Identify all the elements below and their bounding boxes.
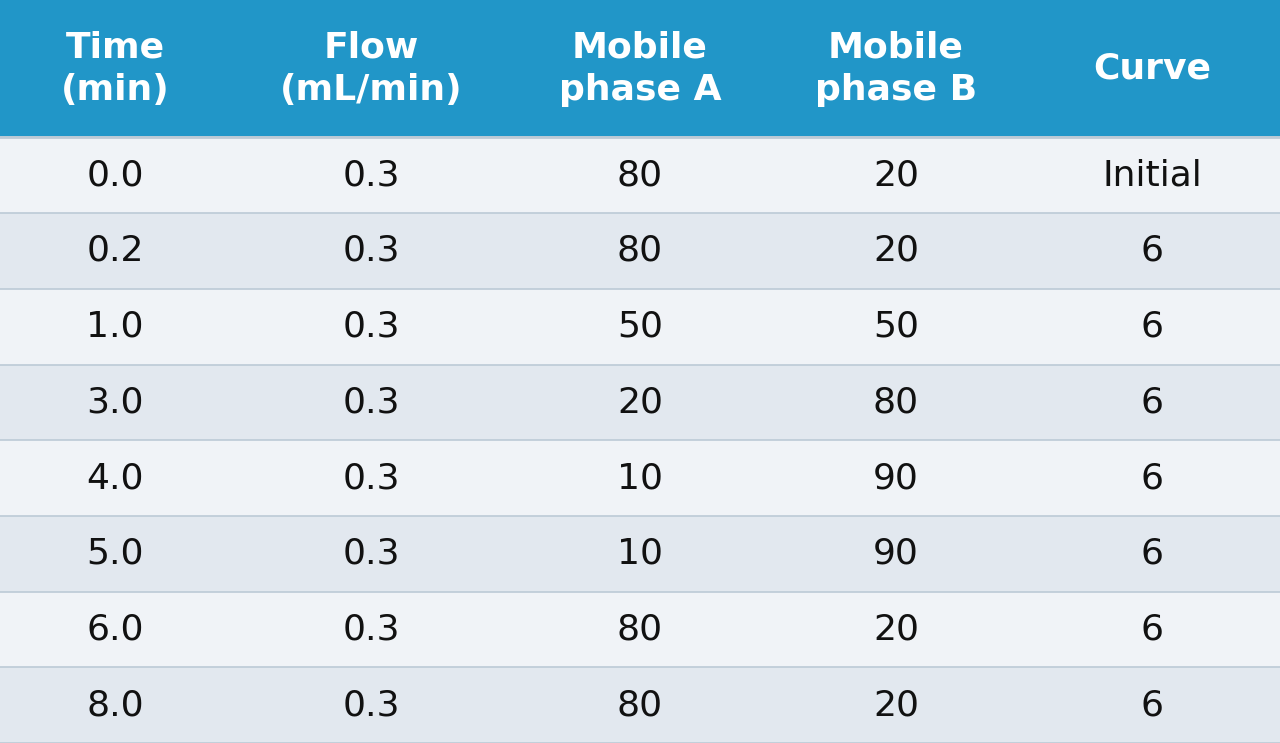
Text: 0.3: 0.3 xyxy=(343,461,399,495)
Bar xyxy=(230,516,512,591)
Text: 8.0: 8.0 xyxy=(86,688,145,722)
Text: Initial: Initial xyxy=(1102,158,1202,192)
Bar xyxy=(1024,137,1280,213)
Text: 90: 90 xyxy=(873,536,919,571)
Text: Time
(min): Time (min) xyxy=(61,30,169,107)
Bar xyxy=(512,667,768,743)
Text: 20: 20 xyxy=(873,158,919,192)
Bar xyxy=(512,289,768,365)
Text: Mobile
phase A: Mobile phase A xyxy=(558,30,722,107)
Bar xyxy=(512,516,768,591)
Text: 10: 10 xyxy=(617,536,663,571)
Bar xyxy=(230,0,512,137)
Text: 4.0: 4.0 xyxy=(87,461,143,495)
Text: 80: 80 xyxy=(617,158,663,192)
Bar xyxy=(230,365,512,440)
Bar xyxy=(512,365,768,440)
Text: 6: 6 xyxy=(1140,688,1164,722)
Text: 1.0: 1.0 xyxy=(87,310,143,344)
Bar xyxy=(768,213,1024,289)
Bar xyxy=(1024,667,1280,743)
Text: 0.3: 0.3 xyxy=(343,158,399,192)
Text: 6: 6 xyxy=(1140,310,1164,344)
Bar xyxy=(230,213,512,289)
Bar xyxy=(0,289,230,365)
Bar xyxy=(1024,0,1280,137)
Bar xyxy=(768,667,1024,743)
Bar xyxy=(230,667,512,743)
Text: 5.0: 5.0 xyxy=(87,536,143,571)
Bar xyxy=(0,516,230,591)
Bar xyxy=(230,591,512,667)
Bar xyxy=(512,440,768,516)
Bar xyxy=(1024,213,1280,289)
Bar xyxy=(768,516,1024,591)
Bar xyxy=(768,0,1024,137)
Text: 50: 50 xyxy=(873,310,919,344)
Text: 0.3: 0.3 xyxy=(343,612,399,646)
Text: 0.3: 0.3 xyxy=(343,688,399,722)
Bar xyxy=(1024,289,1280,365)
Text: 20: 20 xyxy=(873,234,919,268)
Bar xyxy=(512,591,768,667)
Text: Mobile
phase B: Mobile phase B xyxy=(815,30,977,107)
Text: 10: 10 xyxy=(617,461,663,495)
Bar xyxy=(0,365,230,440)
Text: 6: 6 xyxy=(1140,536,1164,571)
Text: 80: 80 xyxy=(617,688,663,722)
Text: 3.0: 3.0 xyxy=(87,386,143,419)
Text: 0.2: 0.2 xyxy=(87,234,143,268)
Bar xyxy=(0,137,230,213)
Text: 6: 6 xyxy=(1140,234,1164,268)
Text: 80: 80 xyxy=(617,612,663,646)
Bar xyxy=(512,137,768,213)
Bar xyxy=(0,667,230,743)
Text: 0.0: 0.0 xyxy=(87,158,143,192)
Text: 20: 20 xyxy=(873,612,919,646)
Bar xyxy=(768,137,1024,213)
Bar xyxy=(512,0,768,137)
Bar xyxy=(1024,365,1280,440)
Text: 6.0: 6.0 xyxy=(87,612,143,646)
Bar xyxy=(512,213,768,289)
Text: 0.3: 0.3 xyxy=(343,536,399,571)
Text: 20: 20 xyxy=(617,386,663,419)
Bar xyxy=(768,289,1024,365)
Text: 6: 6 xyxy=(1140,386,1164,419)
Bar xyxy=(230,289,512,365)
Text: 0.3: 0.3 xyxy=(343,234,399,268)
Text: 0.3: 0.3 xyxy=(343,386,399,419)
Bar xyxy=(1024,591,1280,667)
Bar xyxy=(230,440,512,516)
Bar xyxy=(1024,440,1280,516)
Bar xyxy=(230,137,512,213)
Text: 6: 6 xyxy=(1140,612,1164,646)
Text: 0.3: 0.3 xyxy=(343,310,399,344)
Text: 80: 80 xyxy=(873,386,919,419)
Bar xyxy=(0,591,230,667)
Text: 90: 90 xyxy=(873,461,919,495)
Bar xyxy=(0,440,230,516)
Text: 80: 80 xyxy=(617,234,663,268)
Bar xyxy=(0,213,230,289)
Text: 20: 20 xyxy=(873,688,919,722)
Text: 50: 50 xyxy=(617,310,663,344)
Bar xyxy=(1024,516,1280,591)
Text: 6: 6 xyxy=(1140,461,1164,495)
Text: Curve: Curve xyxy=(1093,52,1211,85)
Bar xyxy=(768,440,1024,516)
Bar xyxy=(768,591,1024,667)
Bar xyxy=(0,0,230,137)
Text: Flow
(mL/min): Flow (mL/min) xyxy=(280,30,462,107)
Bar xyxy=(768,365,1024,440)
